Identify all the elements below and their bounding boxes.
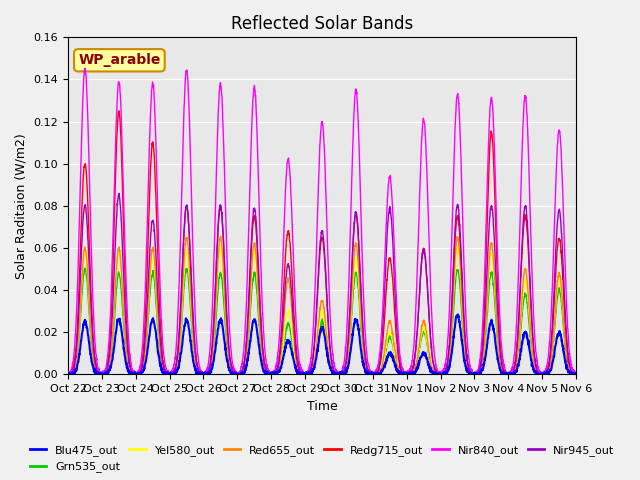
Legend: Blu475_out, Grn535_out, Yel580_out, Red655_out, Redg715_out, Nir840_out, Nir945_: Blu475_out, Grn535_out, Yel580_out, Red6…: [25, 441, 619, 477]
Y-axis label: Solar Raditaion (W/m2): Solar Raditaion (W/m2): [15, 133, 28, 279]
Text: WP_arable: WP_arable: [78, 53, 161, 67]
Title: Reflected Solar Bands: Reflected Solar Bands: [231, 15, 413, 33]
X-axis label: Time: Time: [307, 400, 337, 413]
